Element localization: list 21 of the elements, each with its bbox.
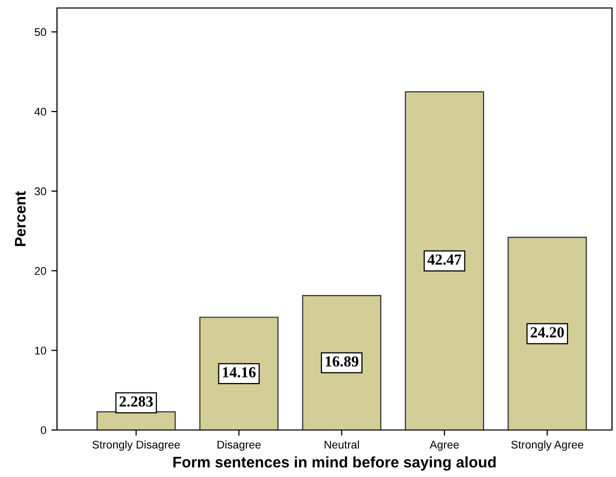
x-tick-label: Strongly Agree xyxy=(511,440,584,451)
bar xyxy=(404,91,484,430)
data-label: 42.47 xyxy=(427,254,462,265)
data-label: 14.16 xyxy=(222,367,256,378)
y-tick-label: 10 xyxy=(35,346,46,355)
bar xyxy=(508,236,587,430)
x-tick-label: Strongly Disagree xyxy=(92,440,180,451)
data-label: 16.89 xyxy=(326,356,358,367)
y-tick-label: 0 xyxy=(40,426,46,434)
y-tick-label: 30 xyxy=(34,187,46,196)
y-tick-label: 40 xyxy=(34,108,46,116)
bar xyxy=(302,294,382,430)
y-tick-label: 50 xyxy=(34,28,46,36)
x-tick-label: Agree xyxy=(430,440,459,451)
x-tick-label: Neutral xyxy=(324,440,359,449)
x-tick-label: Disagree xyxy=(218,440,261,451)
y-axis-title: Percent xyxy=(14,191,26,246)
x-axis-title: Form sentences in mind before saying aloud xyxy=(173,456,496,471)
data-label: 24.20 xyxy=(530,327,564,338)
data-label: 2.283 xyxy=(120,396,153,407)
y-tick-label: 20 xyxy=(34,267,46,275)
